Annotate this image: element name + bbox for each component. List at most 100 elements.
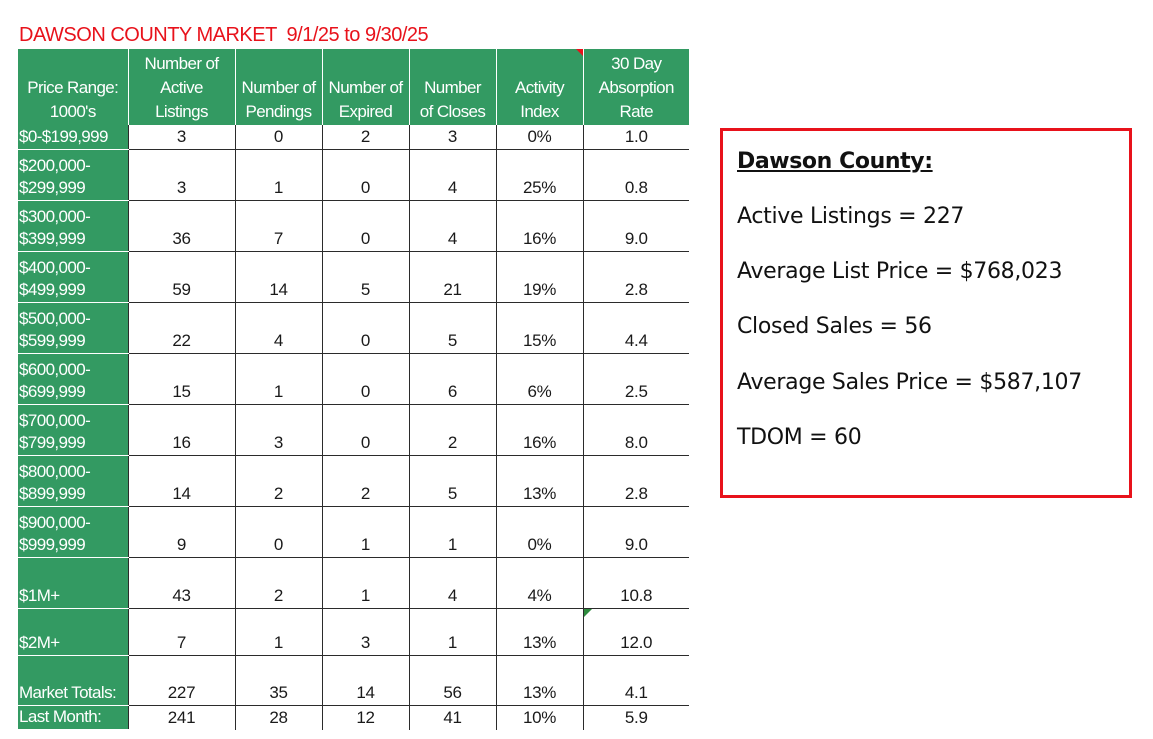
expired-cell: 1: [322, 557, 410, 609]
absorption-cell: 4.1: [583, 655, 689, 706]
header-price-range: Price Range: 1000's: [18, 49, 129, 125]
pendings-cell: 35: [235, 655, 323, 706]
absorption-cell: 0.8: [583, 149, 689, 201]
absorption-cell: 5.9: [624, 707, 648, 727]
expired-cell: 5: [322, 251, 410, 303]
active-cell: 15: [128, 353, 236, 405]
activity-cell: 16%: [496, 404, 584, 456]
expired-cell: 0: [322, 200, 410, 252]
expired-cell: 0: [322, 149, 410, 201]
table-header-row: Price Range: 1000's Number of Active Lis…: [18, 49, 689, 125]
table-row: $500,000- $599,999 22 4 0 5 15% 4.4: [18, 302, 689, 354]
absorption-cell: 12.0: [583, 608, 689, 656]
closes-cell: 4: [409, 557, 497, 609]
expired-cell: 2: [322, 125, 410, 150]
absorption-cell: 2.8: [583, 251, 689, 303]
header-activity-index: Activity Index: [496, 49, 584, 125]
table-row: $800,000- $899,999 14 2 2 5 13% 2.8: [18, 455, 689, 507]
price-range-cell: Last Month:: [18, 705, 129, 730]
absorption-cell: 8.0: [583, 404, 689, 456]
active-cell: 43: [128, 557, 236, 609]
price-range-cell: $300,000- $399,999: [18, 200, 129, 252]
activity-cell: 16%: [496, 200, 584, 252]
expired-cell: 2: [322, 455, 410, 507]
activity-cell: 10%: [496, 705, 584, 730]
active-cell: 36: [128, 200, 236, 252]
pendings-cell: 1: [235, 608, 323, 656]
pendings-cell: 1: [235, 353, 323, 405]
active-cell: 9: [128, 506, 236, 558]
activity-cell: 0%: [496, 125, 584, 150]
expired-cell: 12: [322, 705, 410, 730]
summary-average-sales-price: Average Sales Price = $587,107: [737, 370, 1082, 395]
table-row: $700,000- $799,999 16 3 0 2 16% 8.0: [18, 404, 689, 456]
report-title: DAWSON COUNTY MARKET 9/1/25 to 9/30/25: [19, 24, 429, 46]
expired-cell: 0: [322, 404, 410, 456]
absorption-cell: 10.8: [583, 557, 689, 609]
activity-cell: 15%: [496, 302, 584, 354]
active-cell: 7: [128, 608, 236, 656]
activity-cell: 25%: [496, 149, 584, 201]
price-range-cell: $1M+: [18, 557, 129, 609]
price-range-cell: $2M+: [18, 608, 129, 656]
pendings-cell: 14: [235, 251, 323, 303]
pendings-cell: 4: [235, 302, 323, 354]
closes-cell: 4: [409, 149, 497, 201]
active-cell: 3: [128, 149, 236, 201]
header-pendings: Number of Pendings: [235, 49, 323, 125]
table-row: $900,000- $999,999 9 0 1 1 0% 9.0: [18, 506, 689, 558]
pendings-cell: 28: [235, 705, 323, 730]
expired-cell: 0: [322, 353, 410, 405]
activity-cell: 4%: [496, 557, 584, 609]
active-cell: 241: [128, 705, 236, 730]
pendings-cell: 2: [235, 557, 323, 609]
summary-heading: Dawson County:: [737, 149, 933, 174]
active-cell: 3: [128, 125, 236, 150]
closes-cell: 21: [409, 251, 497, 303]
activity-cell: 19%: [496, 251, 584, 303]
price-range-cell: $700,000- $799,999: [18, 404, 129, 456]
price-range-cell: $500,000- $599,999: [18, 302, 129, 354]
table-row-last-month: Last Month: 241 28 12 41 10% 5.9: [18, 705, 689, 730]
header-expired: Number of Expired: [322, 49, 410, 125]
header-activity-index-label: Activity Index: [514, 78, 565, 121]
table-row: $2M+ 7 1 3 1 13% 12.0: [18, 608, 689, 656]
table-row: $0-$199,999 3 0 2 3 0% 1.0: [18, 125, 689, 150]
table-row: $200,000- $299,999 3 1 0 4 25% 0.8: [18, 149, 689, 201]
summary-box: Dawson County: Active Listings = 227 Ave…: [720, 128, 1132, 498]
summary-tdom: TDOM = 60: [737, 425, 862, 450]
active-cell: 16: [128, 404, 236, 456]
expired-cell: 14: [322, 655, 410, 706]
table-row: $300,000- $399,999 36 7 0 4 16% 9.0: [18, 200, 689, 252]
header-absorption-rate: 30 Day Absorption Rate: [583, 49, 689, 125]
price-range-cell: $800,000- $899,999: [18, 455, 129, 507]
absorption-cell: 4.4: [583, 302, 689, 354]
summary-active-listings: Active Listings = 227: [737, 204, 965, 229]
active-cell: 14: [128, 455, 236, 507]
pendings-cell: 3: [235, 404, 323, 456]
activity-cell: 0%: [496, 506, 584, 558]
activity-cell: 13%: [496, 608, 584, 656]
table-row-totals: Market Totals: 227 35 14 56 13% 4.1: [18, 655, 689, 706]
price-range-cell: $400,000- $499,999: [18, 251, 129, 303]
price-range-cell: $200,000- $299,999: [18, 149, 129, 201]
active-cell: 59: [128, 251, 236, 303]
price-range-cell: $900,000- $999,999: [18, 506, 129, 558]
summary-closed-sales: Closed Sales = 56: [737, 314, 932, 339]
expired-cell: 1: [322, 506, 410, 558]
closes-cell: 1: [409, 608, 497, 656]
absorption-cell: 1.0: [583, 125, 689, 150]
pendings-cell: 7: [235, 200, 323, 252]
closes-cell: 5: [409, 302, 497, 354]
closes-cell: 1: [409, 506, 497, 558]
comment-marker: [583, 609, 592, 617]
price-range-cell: $600,000- $699,999: [18, 353, 129, 405]
header-active-listings: Number of Active Listings: [128, 49, 236, 125]
closes-cell: 3: [409, 125, 497, 150]
pendings-cell: 0: [235, 506, 323, 558]
closes-cell: 56: [409, 655, 497, 706]
absorption-cell: 9.0: [583, 200, 689, 252]
comment-marker: [575, 49, 583, 56]
pendings-cell: 1: [235, 149, 323, 201]
activity-cell: 13%: [496, 655, 584, 706]
